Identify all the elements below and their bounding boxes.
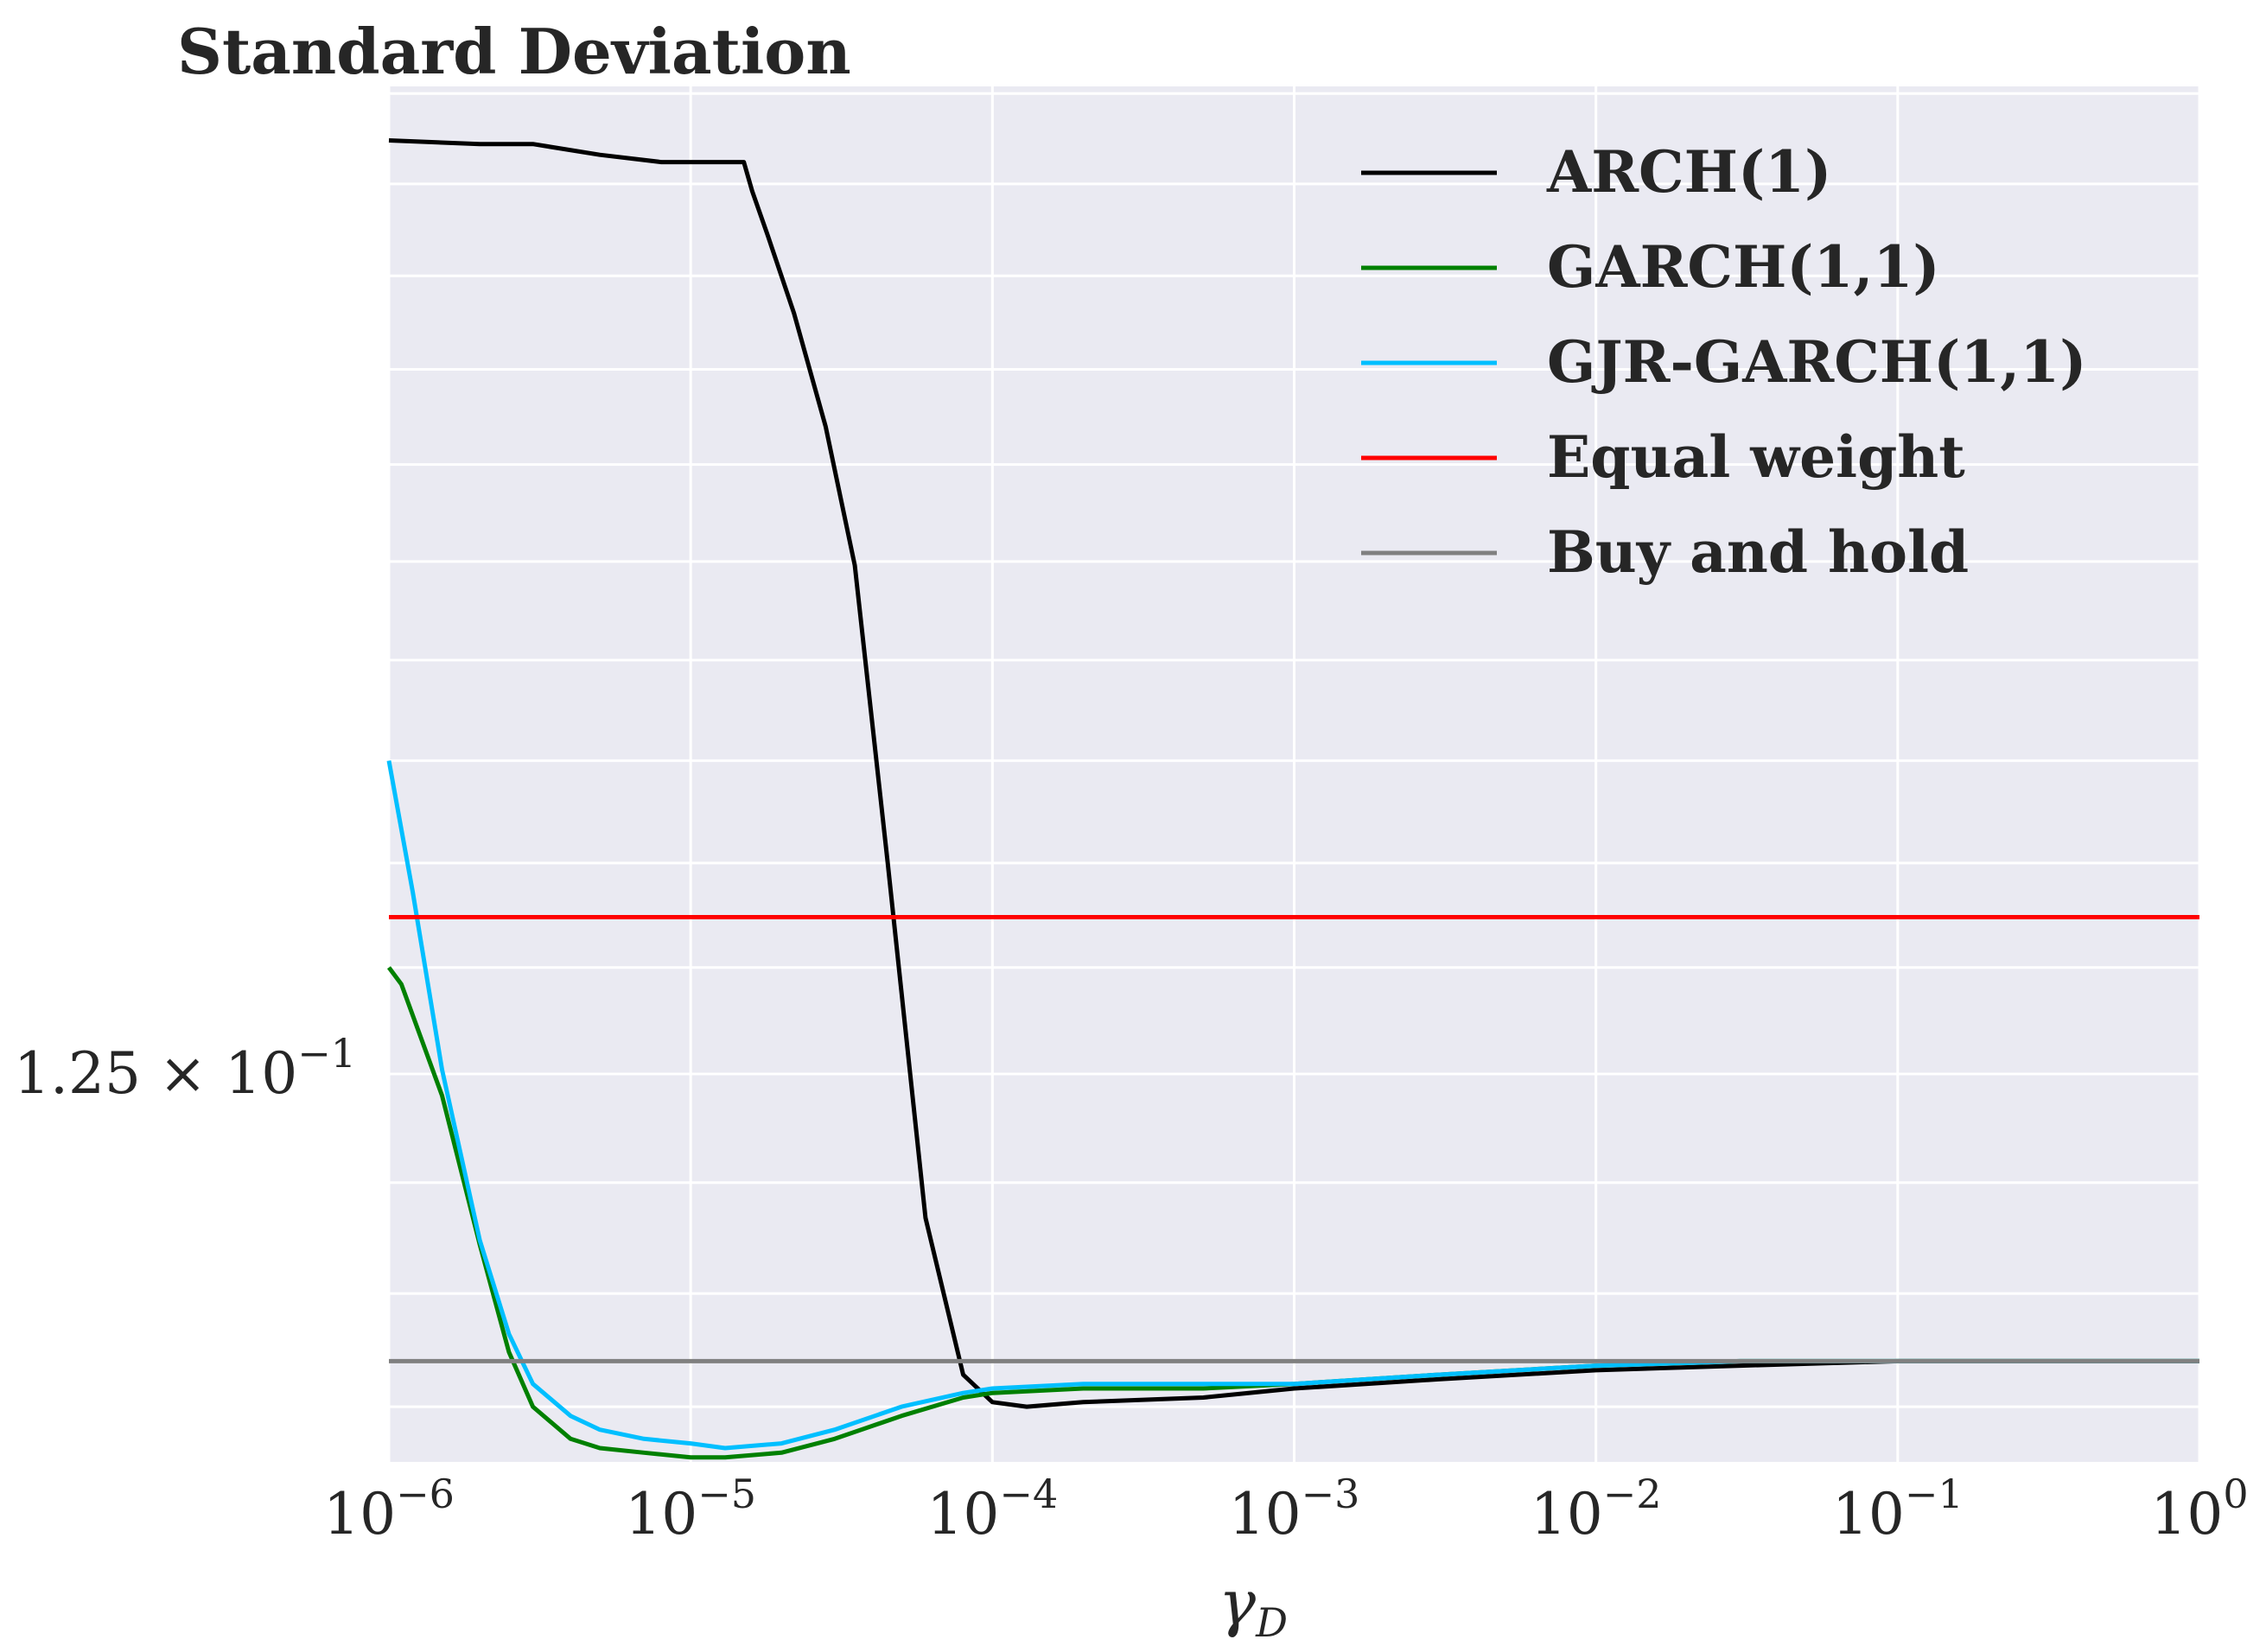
y-tick-label: 1.25 × 10−1 — [14, 1030, 356, 1107]
x-tick-label: 10−3 — [1229, 1471, 1360, 1547]
series-line-gjr-garch-1-1 — [386, 759, 2199, 1451]
x-tick-label: 10−2 — [1531, 1471, 1662, 1547]
x-axis-ticks: 10−6 10−5 10−4 10−3 10−2 10−1 100 — [323, 1471, 2249, 1547]
series-line-arch-1 — [388, 138, 2199, 1409]
legend-label: GJR-GARCH(1,1) — [1547, 328, 2086, 396]
legend-label: Buy and hold — [1547, 518, 1969, 586]
legend-label: Equal weight — [1547, 423, 1965, 491]
x-tick-label: 100 — [2150, 1471, 2248, 1547]
x-axis-label: γD — [1219, 1566, 1288, 1646]
legend-label: ARCH(1) — [1546, 138, 1831, 206]
legend: ARCH(1) GARCH(1,1) GJR-GARCH(1,1) Equal wei… — [1361, 138, 2086, 586]
x-tick-label: 10−1 — [1832, 1471, 1964, 1547]
y-axis-ticks: 1.25 × 10−1 — [14, 1030, 356, 1107]
chart-title: Standard Deviation — [177, 15, 851, 88]
grid-lines — [387, 86, 2201, 1462]
x-tick-label: 10−6 — [323, 1471, 455, 1547]
legend-label: GARCH(1,1) — [1547, 233, 1940, 301]
x-axis-label-main: γ — [1219, 1566, 1257, 1639]
x-tick-label: 10−5 — [625, 1471, 756, 1547]
x-tick-label: 10−4 — [926, 1471, 1058, 1547]
x-axis-label-subscript: D — [1255, 1599, 1288, 1646]
series-lines — [386, 138, 2199, 1460]
